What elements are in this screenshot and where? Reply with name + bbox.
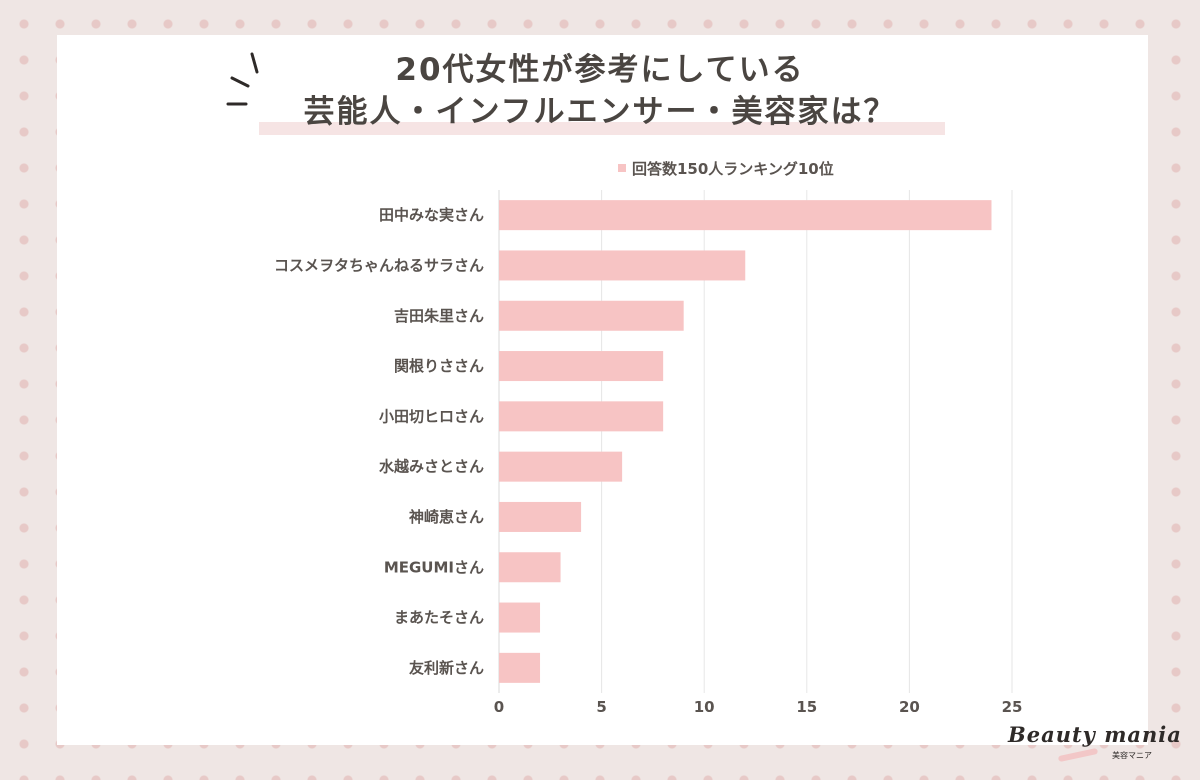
bar-9 [499, 652, 541, 683]
x-tick-label-1: 5 [596, 698, 606, 716]
brand-logo: Beauty mania 美容マニア [1008, 722, 1181, 770]
legend-swatch [618, 164, 626, 172]
bar-0 [499, 200, 992, 231]
x-tick-label-3: 15 [796, 698, 817, 716]
chart-title-line2: 芸能人・インフルエンサー・美容家は？ [303, 94, 897, 130]
category-label-7: MEGUMIさん [384, 558, 484, 576]
chart-title-line1: 20代女性が参考にしている [395, 52, 805, 88]
logo-brush-stroke [1057, 747, 1099, 763]
bar-2 [499, 300, 684, 331]
bar-8 [499, 602, 541, 633]
x-tick-label-5: 25 [1002, 698, 1023, 716]
logo-main-text: Beauty mania [1008, 722, 1182, 747]
category-label-1: コスメヲタちゃんねるサラさん [274, 256, 484, 274]
chart-card [57, 35, 1148, 745]
logo-sub-text: 美容マニア [1112, 751, 1152, 760]
category-label-4: 小田切ヒロさん [379, 407, 484, 425]
bar-5 [499, 451, 623, 482]
category-label-0: 田中みな実さん [379, 206, 484, 224]
x-tick-label-0: 0 [494, 698, 504, 716]
legend-label: 回答数150人ランキング10位 [632, 159, 834, 178]
category-label-5: 水越みさとさん [379, 458, 484, 476]
chart-legend: 回答数150人ランキング10位 [618, 158, 834, 178]
category-label-9: 友利新さん [409, 659, 484, 677]
sparkle-decoration-icon [226, 52, 259, 106]
bar-6 [499, 501, 582, 532]
bar-1 [499, 250, 746, 281]
title-underline [259, 122, 945, 135]
bar-4 [499, 401, 664, 432]
x-tick-label-4: 20 [899, 698, 920, 716]
category-label-2: 吉田朱里さん [394, 307, 484, 325]
bar-7 [499, 552, 561, 583]
x-tick-label-2: 10 [694, 698, 715, 716]
category-label-3: 関根りささん [394, 357, 484, 375]
bar-3 [499, 351, 664, 382]
category-label-6: 神崎恵さん [409, 508, 484, 526]
category-label-8: まあたそさん [394, 609, 484, 627]
